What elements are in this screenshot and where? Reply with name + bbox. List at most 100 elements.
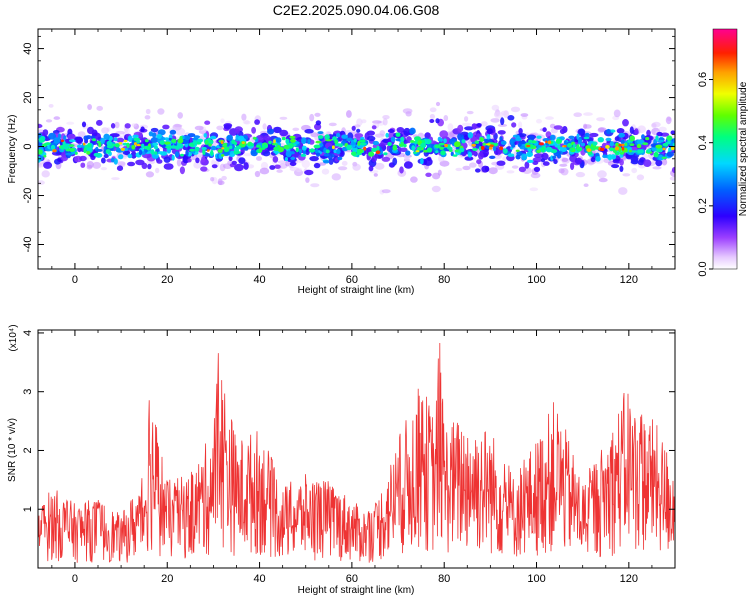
heatmap-cell <box>371 155 378 163</box>
heatmap-cell <box>414 136 421 142</box>
heatmap-cell <box>413 151 418 154</box>
heatmap-cell <box>643 159 652 167</box>
heatmap-cell <box>180 153 184 157</box>
heatmap-cell <box>93 152 101 157</box>
heatmap-cell <box>77 131 86 138</box>
heatmap-cell <box>651 121 661 128</box>
heatmap-cell <box>605 137 612 142</box>
spectrogram-heatmap <box>38 101 675 195</box>
heatmap-cell <box>610 154 617 160</box>
heatmap-cell <box>541 146 545 153</box>
heatmap-cell <box>490 118 500 123</box>
heatmap-cell <box>467 151 473 158</box>
heatmap-cell <box>357 140 361 146</box>
heatmap-cell <box>653 151 659 158</box>
heatmap-cell <box>356 118 363 126</box>
heatmap-cell <box>254 119 260 125</box>
heatmap-cell <box>289 167 300 172</box>
heatmap-cell <box>173 124 183 128</box>
heatmap-cell <box>458 150 462 154</box>
heatmap-cell <box>560 168 569 176</box>
heatmap-cell <box>395 132 401 137</box>
heatmap-cell <box>222 144 227 147</box>
heatmap-cell <box>82 142 86 146</box>
colorbar-tick-label: 0.4 <box>697 135 709 150</box>
heatmap-cell <box>203 133 208 138</box>
heatmap-cell <box>176 158 182 167</box>
heatmap-cell <box>372 140 379 146</box>
heatmap-cell <box>38 180 45 185</box>
heatmap-cell <box>271 142 278 146</box>
heatmap-cell <box>148 131 154 137</box>
heatmap-cell <box>80 162 86 168</box>
heatmap-cell <box>241 113 247 121</box>
heatmap-cell <box>354 133 364 138</box>
heatmap-cell <box>619 153 624 158</box>
snr-multiplier: (x10⁴) <box>8 324 19 351</box>
spectrogram-ytick-label: 0 <box>22 143 34 149</box>
heatmap-cell <box>656 131 663 137</box>
heatmap-cell <box>438 142 445 146</box>
heatmap-cell <box>637 149 641 154</box>
heatmap-cell <box>210 135 217 140</box>
heatmap-cell <box>642 142 649 146</box>
heatmap-cell <box>67 133 76 140</box>
heatmap-cell <box>210 149 214 156</box>
heatmap-cell <box>74 136 83 144</box>
heatmap-cell <box>63 135 67 140</box>
heatmap-cell <box>542 127 547 133</box>
heatmap-cell <box>492 145 497 152</box>
heatmap-cell <box>614 146 620 151</box>
heatmap-cell <box>629 143 635 147</box>
heatmap-cell <box>156 159 163 164</box>
heatmap-cell <box>368 151 375 157</box>
colorbar-frame <box>712 28 738 270</box>
heatmap-cell <box>574 157 583 165</box>
heatmap-cell <box>313 144 321 149</box>
heatmap-cell <box>118 142 123 145</box>
heatmap-cell <box>461 122 472 127</box>
heatmap-cell <box>583 112 593 116</box>
heatmap-cell <box>489 144 494 148</box>
heatmap-cell <box>111 177 120 181</box>
heatmap-cell <box>58 133 62 140</box>
heatmap-cell <box>262 123 267 130</box>
heatmap-cell <box>622 173 631 177</box>
heatmap-cell <box>336 132 341 138</box>
snr-ytick-label: 4 <box>22 330 34 336</box>
heatmap-cell <box>325 149 330 154</box>
heatmap-cell <box>283 144 291 150</box>
heatmap-cell <box>87 104 92 110</box>
heatmap-cell <box>132 134 139 138</box>
heatmap-cell <box>192 140 198 146</box>
heatmap-cell <box>231 160 237 165</box>
heatmap-cell <box>217 148 223 153</box>
spectrogram-xtick-label: 60 <box>346 274 358 286</box>
heatmap-cell <box>552 155 557 159</box>
heatmap-cell <box>494 111 504 119</box>
heatmap-cell <box>130 151 137 159</box>
heatmap-cell <box>256 144 261 148</box>
heatmap-cell <box>38 136 45 143</box>
snr-ytick-label: 2 <box>22 447 34 453</box>
heatmap-cell <box>324 134 330 140</box>
heatmap-cell <box>165 145 172 149</box>
heatmap-cell <box>559 128 566 135</box>
heatmap-cell <box>439 130 449 139</box>
heatmap-cell <box>641 134 645 140</box>
heatmap-cell <box>44 142 51 145</box>
spectrogram-ytick-label: 40 <box>22 42 34 54</box>
heatmap-cell <box>415 150 420 153</box>
heatmap-cell <box>598 127 607 132</box>
heatmap-cell <box>48 104 54 108</box>
heatmap-cell <box>125 127 130 135</box>
heatmap-cell <box>210 145 217 151</box>
heatmap-cell <box>667 117 672 121</box>
heatmap-cell <box>435 150 439 154</box>
heatmap-cell <box>577 138 582 145</box>
spectrogram-ylabel: Frequency (Hz) <box>7 115 18 184</box>
heatmap-cell <box>572 143 576 149</box>
heatmap-cell <box>426 147 433 153</box>
heatmap-cell <box>618 143 622 147</box>
